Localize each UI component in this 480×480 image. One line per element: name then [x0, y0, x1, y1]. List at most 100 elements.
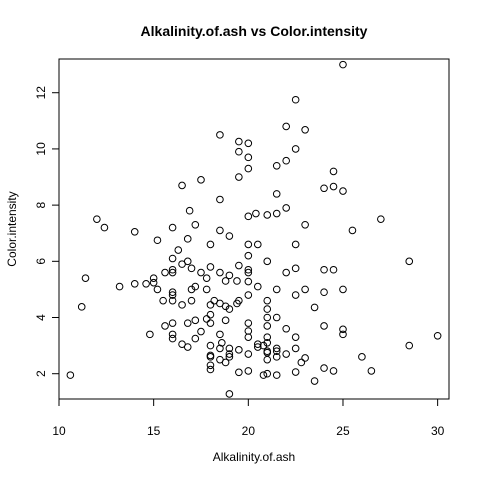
- data-point: [221, 277, 230, 285]
- data-point: [206, 319, 215, 327]
- data-point: [197, 327, 205, 336]
- data-point: [272, 209, 281, 218]
- data-point: [244, 291, 253, 299]
- data-point: [320, 288, 328, 297]
- data-point: [142, 279, 150, 288]
- data-point: [191, 282, 200, 291]
- data-point: [291, 264, 300, 273]
- data-point: [310, 303, 319, 312]
- data-point: [235, 147, 243, 156]
- data-point: [339, 285, 347, 294]
- data-point: [235, 261, 243, 270]
- data-point: [291, 333, 300, 341]
- data-point: [66, 371, 75, 379]
- x-tick-label: 20: [242, 424, 256, 438]
- chart-title: Alkalinity.of.ash vs Color.intensity: [141, 23, 368, 39]
- data-point: [216, 268, 224, 277]
- data-point: [187, 264, 196, 273]
- y-tick-label: 10: [34, 142, 48, 156]
- data-point: [197, 268, 205, 277]
- data-point: [272, 161, 281, 170]
- data-point: [291, 291, 300, 299]
- data-point: [225, 390, 234, 398]
- y-axis-title: Color.intensity: [5, 191, 19, 266]
- data-point: [253, 343, 262, 351]
- data-point: [185, 206, 194, 215]
- data-point: [244, 212, 253, 221]
- data-point: [259, 371, 268, 379]
- data-point: [244, 268, 253, 277]
- data-point: [310, 377, 319, 385]
- data-point: [301, 354, 309, 362]
- data-point: [282, 122, 290, 131]
- data-point: [168, 330, 177, 339]
- data-point: [216, 330, 224, 339]
- data-point: [272, 347, 281, 356]
- data-point: [339, 60, 347, 69]
- data-point: [225, 353, 234, 361]
- data-point: [206, 310, 215, 319]
- data-point: [225, 305, 234, 313]
- y-axis: 2 4 6 8 10 12: [34, 86, 60, 377]
- data-point: [221, 358, 230, 367]
- data-point: [291, 95, 300, 104]
- data-point: [244, 153, 253, 162]
- data-point: [244, 164, 253, 173]
- data-point: [206, 365, 215, 374]
- data-point: [235, 137, 243, 146]
- data-point: [183, 343, 192, 351]
- x-tick-label: 25: [336, 424, 350, 438]
- y-tick-label: 2: [34, 370, 48, 377]
- data-point: [282, 204, 290, 212]
- data-point: [244, 350, 253, 358]
- data-point: [263, 333, 272, 341]
- data-point: [159, 296, 167, 305]
- x-tick-label: 30: [431, 424, 445, 438]
- data-point: [263, 313, 272, 322]
- data-point: [282, 324, 290, 333]
- data-point: [149, 274, 158, 282]
- data-point: [348, 226, 357, 235]
- data-point: [263, 211, 272, 219]
- data-point: [206, 263, 215, 271]
- data-point: [253, 282, 262, 291]
- data-point: [216, 226, 224, 235]
- data-point: [93, 215, 101, 223]
- data-point: [339, 187, 347, 195]
- data-point: [149, 278, 158, 287]
- data-point: [263, 322, 272, 330]
- data-point: [218, 339, 226, 347]
- data-point: [320, 322, 328, 330]
- data-point: [320, 265, 328, 274]
- data-point: [272, 313, 281, 322]
- data-point: [168, 334, 177, 343]
- data-point: [168, 288, 177, 297]
- data-point: [235, 296, 243, 305]
- data-point: [216, 195, 224, 204]
- data-point: [252, 209, 260, 218]
- data-point: [272, 285, 281, 294]
- data-point: [77, 303, 86, 311]
- data-point: [320, 364, 328, 372]
- data-point: [206, 361, 215, 370]
- data-point: [272, 371, 281, 379]
- data-point: [244, 319, 253, 327]
- data-point: [263, 257, 272, 266]
- data-point: [130, 228, 139, 236]
- data-point: [235, 346, 243, 354]
- data-point: [153, 285, 162, 294]
- data-point: [263, 296, 272, 305]
- data-point: [339, 330, 347, 339]
- data-point: [329, 265, 338, 274]
- data-point: [301, 126, 309, 134]
- data-point: [329, 167, 338, 176]
- data-point: [168, 265, 177, 274]
- data-point: [405, 257, 414, 266]
- data-point: [253, 240, 262, 249]
- data-point: [272, 353, 281, 361]
- data-point: [282, 268, 290, 277]
- data-point: [282, 350, 290, 358]
- data-point: [367, 367, 376, 375]
